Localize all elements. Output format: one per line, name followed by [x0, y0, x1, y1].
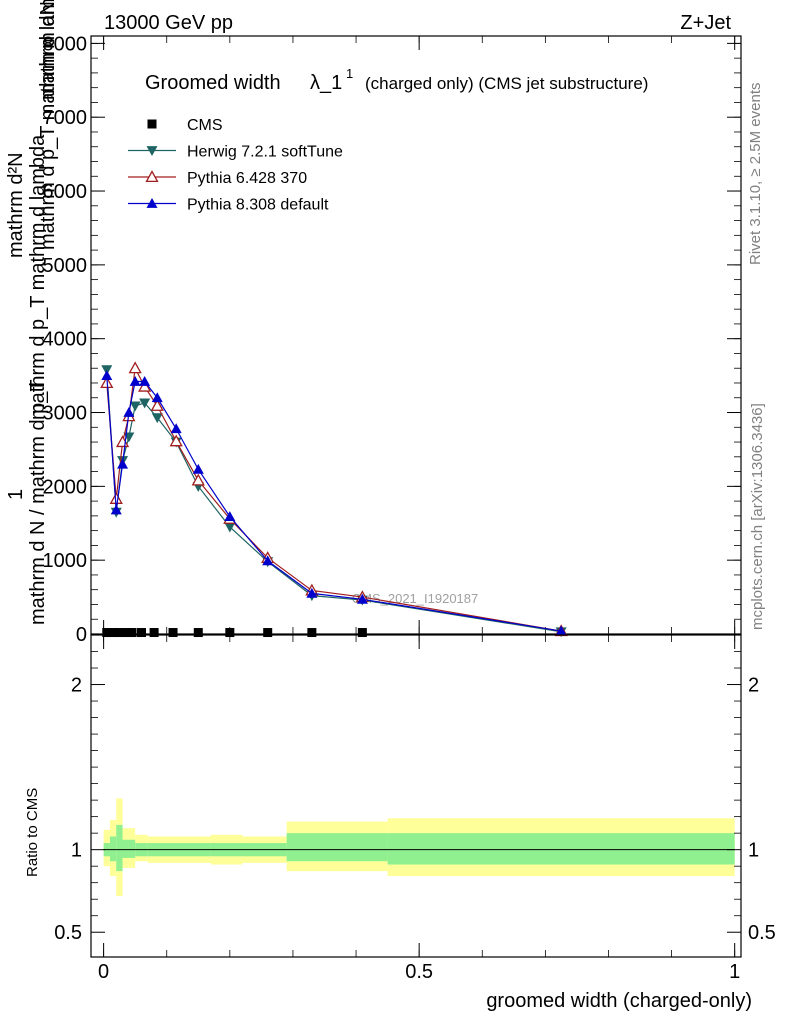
series-3-point — [129, 376, 141, 386]
series-2-point — [138, 379, 152, 392]
plot-title-lambda: λ_1 — [310, 72, 342, 94]
series-1-point — [129, 401, 141, 412]
series-2-point — [169, 434, 183, 447]
ratio-xtick-label: 0.5 — [405, 961, 433, 983]
ylabel-numerator: mathrm d²N — [5, 152, 27, 258]
legend-marker — [145, 170, 159, 183]
legend-label: Herwig 7.2.1 softTune — [187, 144, 343, 161]
plot-title-sup: 1 — [346, 66, 353, 81]
xaxis-label: groomed width (charged-only) — [486, 990, 752, 1012]
series-3-point — [101, 370, 113, 381]
series-0-point — [193, 628, 203, 638]
ylabel-denominator: mathrm d N / mathrm d p_T — [27, 379, 49, 625]
legend-label: Pythia 8.308 default — [187, 197, 329, 214]
series-3-point — [192, 463, 204, 474]
series-0-point — [102, 628, 112, 638]
main-ytick-label: 8000 — [43, 33, 88, 55]
series-0-point — [357, 628, 367, 638]
ratio-ytick-label-right: 0.5 — [748, 922, 776, 944]
series-3-point — [151, 392, 163, 403]
series-0-point — [136, 628, 146, 638]
series-3-point — [110, 504, 122, 515]
series-line-1 — [106, 369, 562, 633]
ratio-ytick-label-right: 1 — [748, 840, 759, 862]
series-0-point — [108, 628, 118, 638]
series-2-point — [150, 399, 164, 411]
ratio-ytick-label: 0.5 — [54, 922, 82, 944]
series-0-point — [307, 628, 317, 638]
series-3-point — [170, 423, 182, 434]
main-axes: 0 1000 2000 3000 4000 5000 6000 7000 8000 — [43, 33, 742, 646]
series-3-point — [117, 458, 129, 469]
main-ytick-label: 2000 — [43, 476, 88, 498]
ylabel-one: 1 — [5, 489, 27, 500]
series-3-point — [356, 593, 368, 604]
series-2-point — [191, 473, 205, 486]
ratio-ylabel: Ratio to CMS — [24, 788, 41, 877]
series-3-point — [306, 587, 318, 598]
plot-title-suffix: (charged only) (CMS jet substructure) — [365, 74, 648, 93]
ratio-inner-band — [286, 833, 388, 862]
legend-label: Pythia 6.428 370 — [187, 170, 307, 187]
series-3-point — [139, 376, 151, 386]
rivet-label: Rivet 3.1.10, ≥ 2.5M events — [747, 83, 764, 266]
legend-label: CMS — [187, 117, 223, 134]
series-line-3 — [106, 375, 562, 632]
ratio-inner-band — [122, 839, 136, 858]
series-3-point — [262, 555, 274, 566]
main-ytick-label: 5000 — [43, 255, 88, 277]
legend-marker — [147, 119, 157, 129]
series-0-point — [263, 628, 273, 638]
ylabel-top-fragment: mathrm dN — [37, 1, 59, 100]
plot-title-main: Groomed width — [145, 72, 281, 94]
series-3-point — [555, 625, 567, 636]
series-3-point — [224, 511, 236, 522]
ratio-xtick-label: 0 — [98, 961, 109, 983]
main-ytick-label: 7000 — [43, 107, 88, 129]
series-2-point — [128, 361, 142, 374]
ratio-inner-band — [116, 824, 123, 872]
ratio-ytick-label-right: 2 — [748, 675, 759, 697]
ylabel-denominator-2: mathrm d p_T mathrm d lambda — [37, 0, 59, 250]
series-line-2 — [106, 366, 562, 632]
legend-marker — [146, 146, 158, 156]
ratio-ytick-label: 2 — [71, 675, 82, 697]
main-series — [100, 361, 568, 638]
series-0-point — [225, 628, 235, 638]
series-1-point — [139, 398, 151, 409]
series-0-point — [114, 628, 124, 638]
ratio-inner-band — [387, 833, 735, 865]
ratio-bands — [103, 798, 735, 896]
ratio-inner-band — [109, 836, 117, 862]
main-ytick-label: 6000 — [43, 181, 88, 203]
ratio-ytick-label: 1 — [71, 840, 82, 862]
legend: CMS Herwig 7.2.1 softTune Pythia 6.428 370… — [128, 117, 343, 214]
series-0-point — [168, 628, 178, 638]
series-0-point — [127, 628, 137, 638]
main-ytick-label: 3000 — [43, 403, 88, 425]
ratio-axes: 0.5 0.5 1 1 2 2 0 0.5 1 — [54, 634, 776, 983]
legend-marker — [146, 198, 158, 208]
main-ytick-label: 4000 — [43, 329, 88, 351]
series-1-point — [151, 413, 163, 424]
process-label: Z+Jet — [680, 12, 731, 34]
main-ytick-label: 1000 — [43, 550, 88, 572]
main-frame — [90, 35, 742, 635]
main-ytick-label: 0 — [76, 624, 87, 646]
ylabel-mid-fragment: mathrm d p_T mathrm d lambda — [27, 134, 49, 420]
series-0-point — [149, 628, 159, 638]
series-2-point — [115, 435, 130, 448]
mcplots-label: mcplots.cern.ch [arXiv:1306.3436] — [749, 403, 766, 630]
ratio-xtick-label: 1 — [729, 961, 740, 983]
series-3-point — [123, 407, 135, 417]
series-0-point — [121, 628, 131, 638]
ratio-frame — [90, 634, 742, 958]
energy-label: 13000 GeV pp — [104, 12, 233, 34]
series-1-point — [224, 522, 236, 533]
